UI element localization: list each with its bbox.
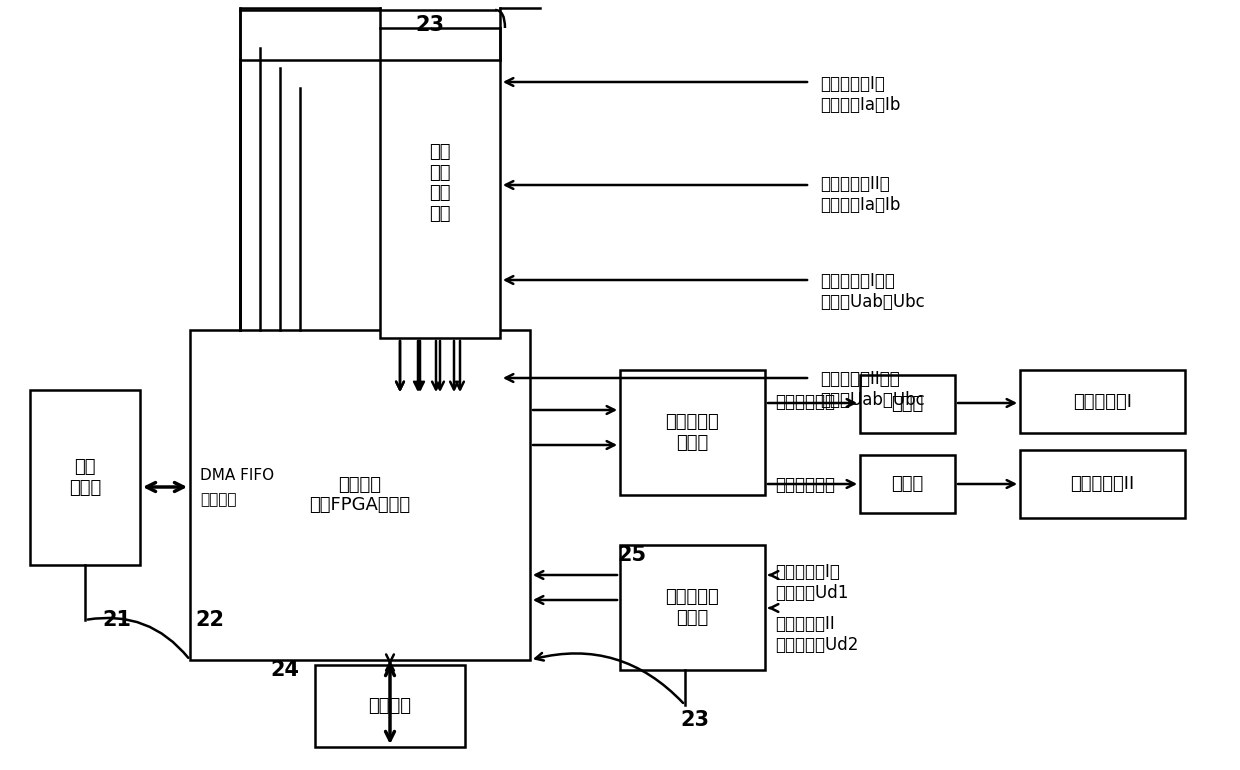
- Text: 21: 21: [102, 610, 131, 630]
- Bar: [620, 545, 765, 670]
- Text: 22: 22: [195, 610, 224, 630]
- Text: 整流逆变桥II的交
流电压Uab和Ubc: 整流逆变桥II的交 流电压Uab和Ubc: [820, 370, 925, 409]
- Text: 整流逆变桥I的交
流电压Uab和Ubc: 整流逆变桥I的交 流电压Uab和Ubc: [820, 272, 925, 311]
- Text: 模块机箱
（带FPGA背板）: 模块机箱 （带FPGA背板）: [310, 476, 410, 514]
- Text: 整流逆变桥I的
交流电流Ia和Ib: 整流逆变桥I的 交流电流Ia和Ib: [820, 75, 900, 114]
- Bar: [30, 390, 140, 565]
- Text: 高速触发脉冲: 高速触发脉冲: [775, 476, 835, 494]
- Text: 整流逆变桥I的
直流电压Ud1: 整流逆变桥I的 直流电压Ud1: [775, 563, 848, 602]
- Bar: [379, 28, 500, 338]
- Text: 25: 25: [618, 545, 646, 565]
- Bar: [1021, 370, 1185, 433]
- Text: 24: 24: [270, 660, 299, 680]
- Text: 同步
数据
采集
模块: 同步 数据 采集 模块: [429, 142, 451, 223]
- Text: 整流逆变桥II: 整流逆变桥II: [1070, 475, 1135, 493]
- Text: 驱动板: 驱动板: [892, 475, 924, 493]
- Bar: [315, 665, 465, 747]
- Text: 高速触发脉冲: 高速触发脉冲: [775, 393, 835, 411]
- Text: 整流逆变桥II
的直流电压Ud2: 整流逆变桥II 的直流电压Ud2: [775, 615, 858, 654]
- Text: 23: 23: [415, 15, 444, 35]
- Bar: [190, 330, 529, 660]
- Text: 整流逆变桥II的
交流电流Ia和Ib: 整流逆变桥II的 交流电流Ia和Ib: [820, 175, 900, 214]
- Text: 同步数据采
集模块: 同步数据采 集模块: [666, 588, 719, 627]
- Text: 23: 23: [680, 710, 709, 730]
- FancyArrowPatch shape: [88, 618, 188, 658]
- Text: 驱动板: 驱动板: [892, 395, 924, 413]
- Text: 高速脉冲输
出模块: 高速脉冲输 出模块: [666, 413, 719, 452]
- Text: DMA FIFO: DMA FIFO: [200, 467, 274, 483]
- Bar: [861, 375, 955, 433]
- Bar: [1021, 450, 1185, 518]
- Text: 背板总线: 背板总线: [200, 493, 237, 507]
- FancyArrowPatch shape: [536, 653, 683, 703]
- Text: 整流逆变桥I: 整流逆变桥I: [1073, 393, 1132, 410]
- Bar: [620, 370, 765, 495]
- Bar: [861, 455, 955, 513]
- Text: 实时
处理器: 实时 处理器: [69, 458, 102, 497]
- Text: 通讯接口: 通讯接口: [368, 697, 412, 715]
